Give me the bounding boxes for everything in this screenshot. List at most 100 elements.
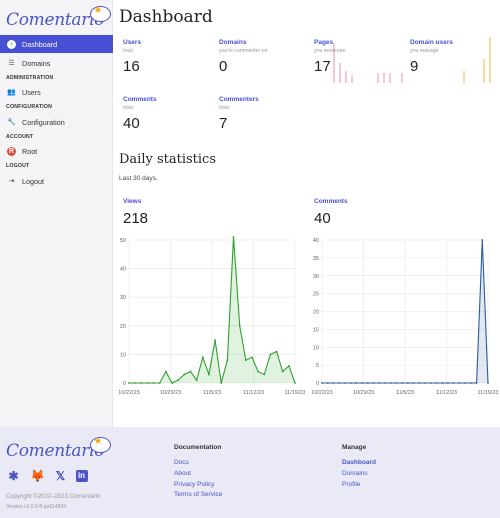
- data-point: [361, 382, 363, 384]
- data-point: [171, 382, 173, 384]
- data-point: [464, 382, 467, 384]
- stat-pages: Pages you moderate 17: [314, 39, 404, 89]
- data-point: [275, 350, 278, 353]
- stat-value: 0: [219, 58, 228, 75]
- data-point: [355, 382, 358, 384]
- data-point: [406, 382, 409, 384]
- comments-chart: 0 5 10 15 20 25 30 35 40 10/22/23 10/29/23 11/5/23 1…: [311, 238, 498, 396]
- data-point: [287, 364, 290, 367]
- sidebar-item-dashboard[interactable]: › Dashboard: [0, 35, 113, 53]
- y-tick-label: 35: [313, 256, 319, 262]
- x-tick-label: 10/22/23: [311, 390, 332, 396]
- section-account: ACCOUNT: [6, 134, 34, 140]
- sidebar-item-label: Root: [22, 146, 38, 156]
- series-line: [129, 237, 296, 384]
- data-point: [343, 382, 346, 384]
- data-point: [378, 382, 381, 384]
- brand-bubble-icon: *: [90, 4, 111, 22]
- stat-title: Commenters: [219, 96, 259, 103]
- brand-logo[interactable]: Comentario *: [6, 4, 111, 32]
- comentario-icon[interactable]: ✱: [8, 468, 19, 483]
- brand-mark: *: [95, 435, 101, 452]
- y-tick-label: 25: [313, 292, 319, 298]
- footer-link-about[interactable]: About: [174, 470, 191, 477]
- data-point: [435, 382, 438, 384]
- version: Version v3.0.0-8-ge614834: [6, 504, 67, 510]
- stat-sub: total: [123, 48, 133, 54]
- section-administration: ADMINISTRATION: [6, 75, 54, 81]
- y-tick-label: 50: [120, 238, 126, 244]
- y-tick-label: 5: [316, 363, 319, 369]
- data-point: [418, 382, 421, 384]
- data-point: [201, 356, 204, 359]
- y-tick-label: 30: [120, 295, 126, 301]
- views-total: 218: [123, 210, 149, 227]
- footer-link-docs[interactable]: Docs: [174, 459, 189, 466]
- stat-comments: Comments total 40: [123, 96, 213, 146]
- x-tick-label: 11/5/23: [203, 390, 221, 396]
- data-point: [389, 382, 392, 384]
- x-tick-label: 10/29/23: [353, 390, 374, 396]
- footer-link-profile[interactable]: Profile: [342, 481, 361, 488]
- data-point: [481, 239, 484, 241]
- footer-link-domains[interactable]: Domains: [342, 470, 368, 477]
- chevron-right-icon: ›: [7, 39, 16, 49]
- stat-value: 17: [314, 58, 331, 75]
- y-tick-label: 40: [120, 267, 126, 273]
- data-point: [128, 382, 130, 384]
- gitlab-icon[interactable]: 🦊: [30, 468, 45, 483]
- x-twitter-icon[interactable]: 𝕏: [55, 468, 66, 483]
- data-point: [189, 370, 192, 373]
- y-tick-label: 20: [120, 324, 126, 330]
- stat-value: 7: [219, 115, 228, 132]
- series-line: [322, 239, 489, 384]
- data-point: [226, 359, 229, 362]
- comments-chart-title: Comments: [314, 198, 348, 205]
- stat-value: 9: [410, 58, 419, 75]
- stat-title: Users: [123, 39, 142, 46]
- stat-sub: total: [219, 105, 229, 111]
- data-point: [395, 382, 398, 384]
- section-logout: LOGOUT: [6, 163, 30, 169]
- stat-sub: you manage: [410, 48, 439, 54]
- logout-icon: ⇥: [8, 178, 15, 185]
- sidebar-item-label: Dashboard: [22, 39, 58, 49]
- data-point: [475, 382, 478, 384]
- sidebar-item-label: Users: [22, 87, 41, 97]
- data-point: [321, 382, 323, 384]
- sidebar-item-root[interactable]: R Root: [0, 142, 113, 160]
- data-point: [195, 379, 198, 382]
- footer-brand-logo[interactable]: Comentario *: [6, 435, 111, 463]
- footer-link-terms[interactable]: Terms of Service: [174, 491, 223, 498]
- stat-users: Users total 16: [123, 39, 213, 89]
- views-chart: 0 10 20 30 40 50 10/22/23 10/29/23 11/5/23 11/12/…: [118, 236, 305, 396]
- data-point: [401, 382, 404, 384]
- x-tick-label: 10/29/23: [160, 390, 181, 396]
- footer-docs-heading: Documentation: [174, 444, 222, 451]
- stat-sub: total: [123, 105, 133, 111]
- sidebar-item-domains[interactable]: ☰ Domains: [0, 54, 113, 72]
- footer-link-privacy[interactable]: Privacy Policy: [174, 481, 215, 488]
- sidebar-item-logout[interactable]: ⇥ Logout: [0, 172, 113, 190]
- footer-link-dashboard[interactable]: Dashboard: [342, 459, 376, 466]
- data-point: [412, 382, 415, 384]
- avatar: R: [7, 146, 16, 156]
- copyright: Copyright ©2022–2023 Comentario: [6, 494, 101, 500]
- linkedin-icon[interactable]: in: [74, 468, 89, 483]
- stat-value: 16: [123, 58, 140, 75]
- data-point: [332, 382, 335, 384]
- data-point: [326, 382, 329, 384]
- data-point: [424, 382, 426, 384]
- sidebar-item-configuration[interactable]: 🔧 Configuration: [0, 113, 113, 131]
- stat-value: 40: [123, 115, 140, 132]
- sidebar-item-label: Configuration: [22, 117, 65, 127]
- sidebar-item-users[interactable]: 👥 Users: [0, 83, 113, 101]
- data-point: [140, 382, 143, 384]
- wrench-icon: 🔧: [7, 119, 16, 126]
- stat-title: Domains: [219, 39, 247, 46]
- comments-total: 40: [314, 210, 331, 227]
- data-point: [244, 359, 247, 362]
- sidebar-item-label: Logout: [22, 176, 44, 186]
- data-point: [487, 382, 489, 384]
- x-tick-label: 11/5/23: [396, 390, 414, 396]
